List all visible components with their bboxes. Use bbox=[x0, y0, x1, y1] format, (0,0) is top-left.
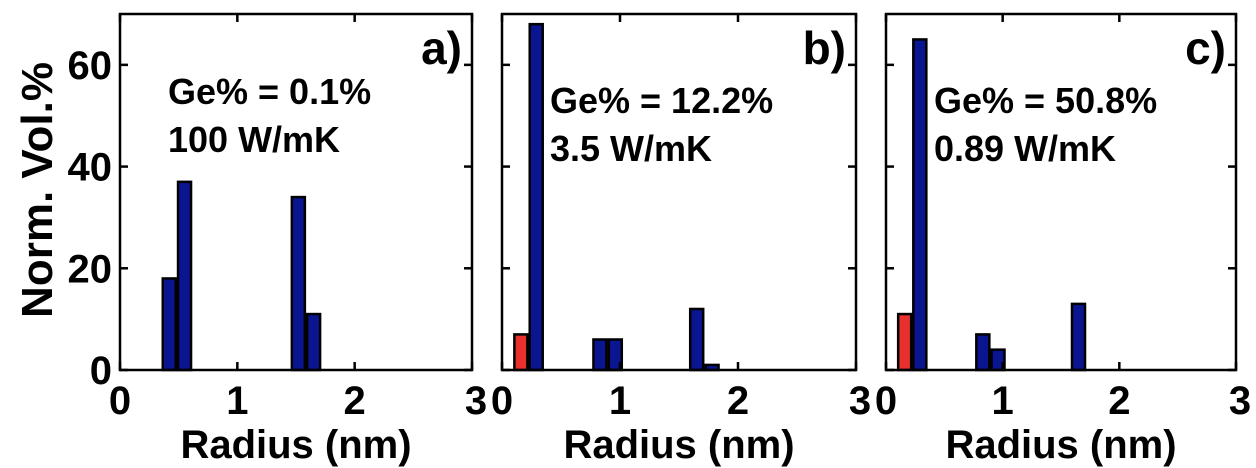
bar-2-5 bbox=[688, 307, 705, 372]
x-tick-label: 1 bbox=[226, 379, 248, 423]
panel-label: b) bbox=[803, 22, 846, 74]
panel-2: 0 1 2 3 Radius (nm) b) Ge% = 12.2% 3.5 W/mK bbox=[491, 12, 871, 467]
bar-1-2 bbox=[176, 180, 193, 372]
bar-3-1 bbox=[896, 312, 913, 372]
bar-2-1 bbox=[513, 333, 529, 372]
annotation-line: 3.5 W/mK bbox=[550, 128, 712, 169]
bar-3-3 bbox=[975, 333, 991, 372]
annotation-line: 0.89 W/mK bbox=[934, 128, 1116, 169]
y-tick-label: 0 bbox=[90, 349, 112, 393]
annotation-line: 100 W/mK bbox=[168, 119, 340, 160]
x-tick-label: 2 bbox=[727, 379, 749, 423]
x-tick-label: 0 bbox=[109, 379, 131, 423]
x-tick-label: 1 bbox=[992, 379, 1014, 423]
x-tick-label: 3 bbox=[465, 379, 487, 423]
plot-frame bbox=[500, 12, 858, 372]
bar-1-4 bbox=[305, 312, 322, 372]
bar-2-3 bbox=[592, 338, 608, 372]
y-tick-label: 20 bbox=[68, 247, 113, 291]
annotation-line: Ge% = 50.8% bbox=[934, 80, 1157, 121]
annotation-line: Ge% = 0.1% bbox=[168, 71, 371, 112]
y-tick-label: 40 bbox=[68, 146, 113, 190]
plot-frame bbox=[118, 12, 474, 372]
bar-1-1 bbox=[161, 277, 178, 372]
x-tick-label: 3 bbox=[1229, 379, 1251, 423]
x-axis-label: Radius (nm) bbox=[945, 423, 1176, 467]
y-tick-label: 60 bbox=[68, 44, 113, 88]
panel-1: 0 1 2 3 0 20 40 60 Radius (nm) a) Ge% = 0.1% 100 W/… bbox=[68, 12, 487, 467]
bar-2-2 bbox=[528, 22, 544, 372]
x-tick-label: 3 bbox=[849, 379, 871, 423]
panel-3: 0 1 2 3 Radius (nm) c) Ge% = 50.8% 0.89 W/mK bbox=[875, 12, 1251, 467]
x-tick-label: 0 bbox=[875, 379, 897, 423]
x-axis-label: Radius (nm) bbox=[180, 423, 411, 467]
annotation-line: Ge% = 12.2% bbox=[550, 80, 773, 121]
x-tick-label: 1 bbox=[609, 379, 631, 423]
x-tick-label: 2 bbox=[344, 379, 366, 423]
plot-frame bbox=[884, 12, 1238, 372]
x-tick-label: 2 bbox=[1108, 379, 1130, 423]
panel-label: a) bbox=[421, 22, 462, 74]
y-axis-label: Norm. Vol.% bbox=[13, 62, 62, 318]
panel-label: c) bbox=[1185, 22, 1226, 74]
bar-1-3 bbox=[290, 195, 307, 372]
x-tick-label: 0 bbox=[491, 379, 513, 423]
x-axis-label: Radius (nm) bbox=[563, 423, 794, 467]
bar-3-2 bbox=[912, 38, 928, 372]
bar-3-5 bbox=[1070, 302, 1087, 372]
